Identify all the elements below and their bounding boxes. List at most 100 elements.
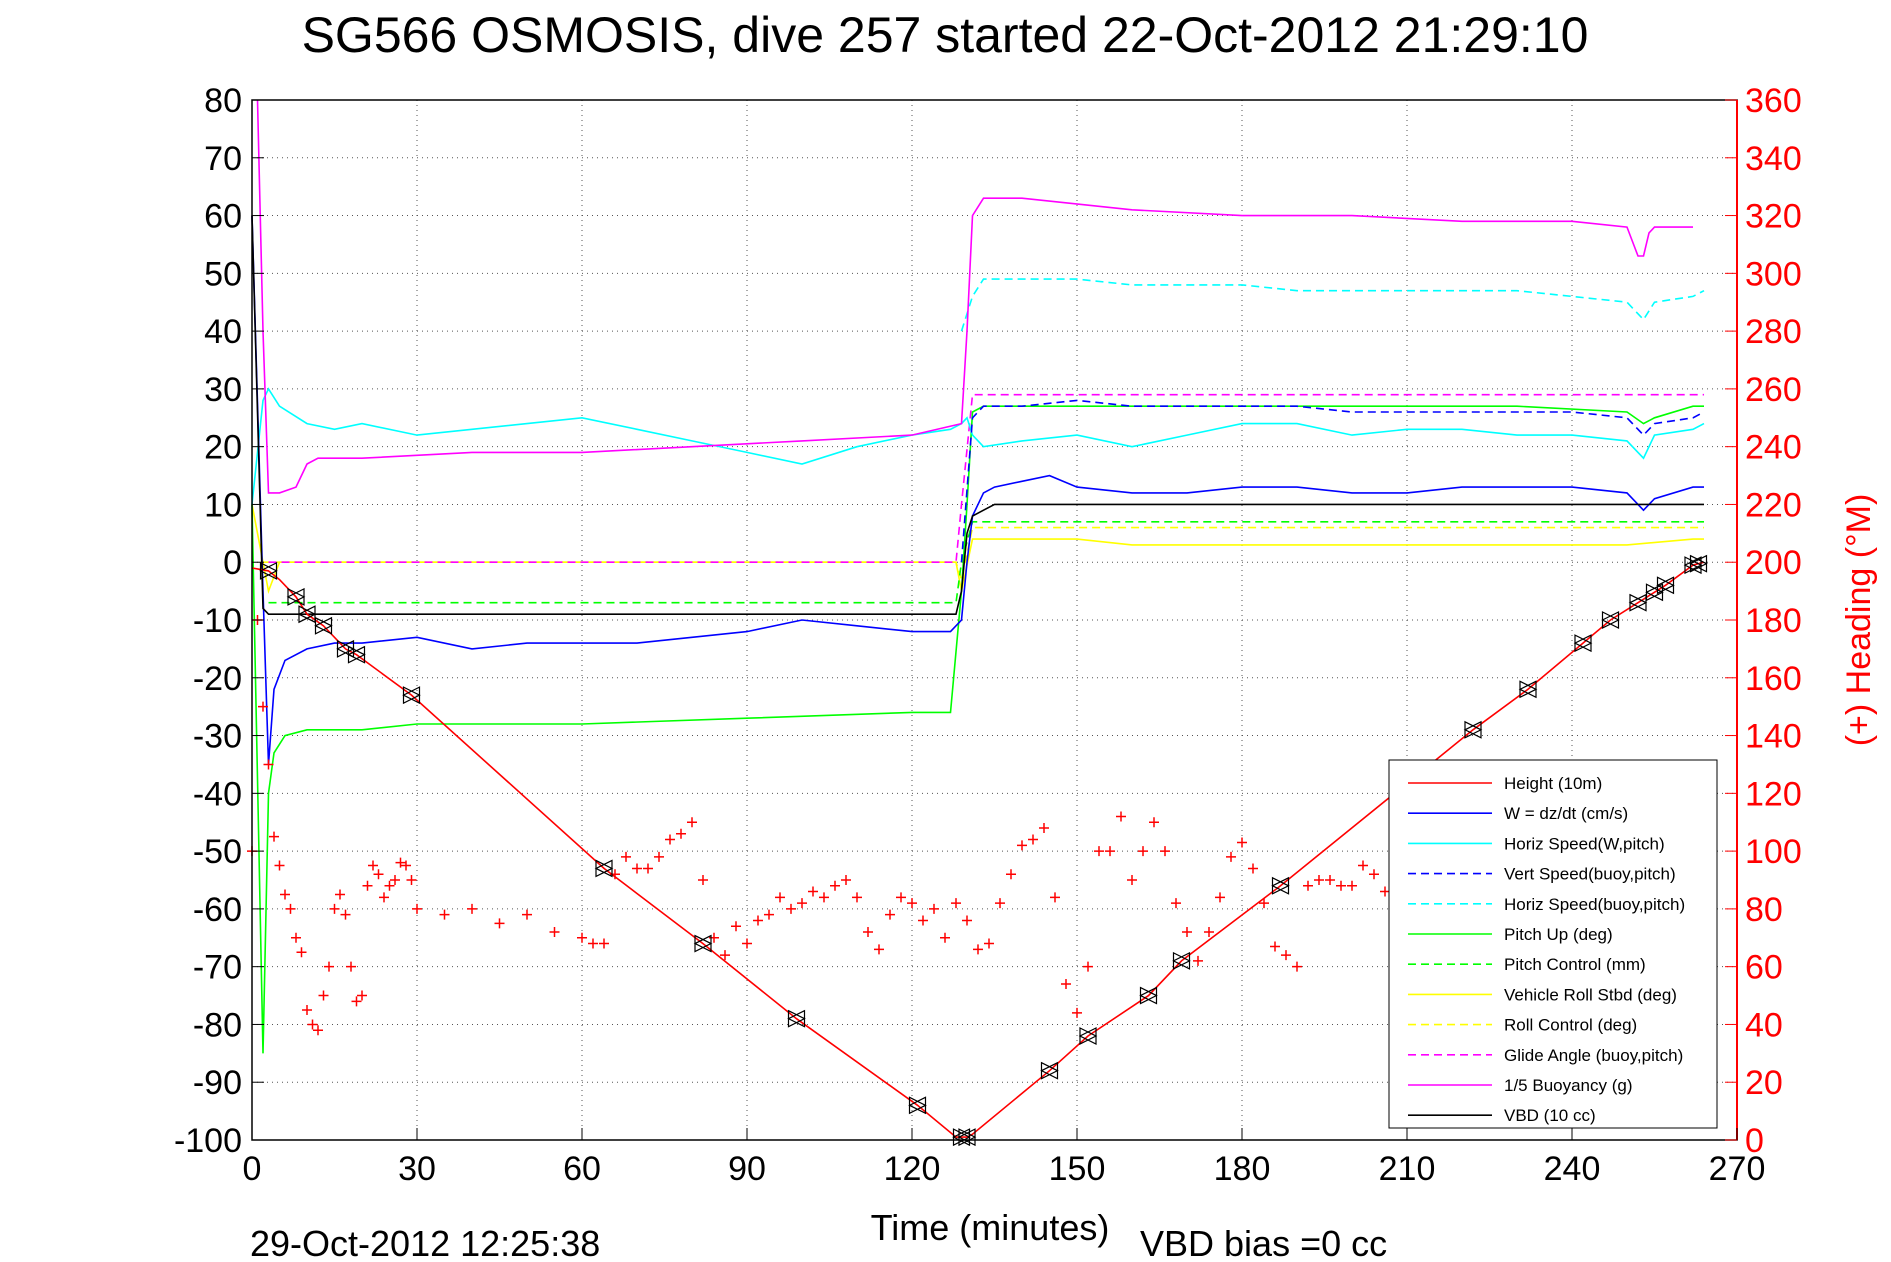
heading-point — [1204, 927, 1214, 937]
left-tick-label: 60 — [204, 198, 242, 236]
heading-point — [549, 927, 560, 937]
left-tick-label: 0 — [223, 544, 242, 582]
x-tick-label: 0 — [243, 1150, 262, 1188]
x-tick-label: 90 — [728, 1150, 766, 1188]
heading-point — [874, 944, 884, 955]
heading-point — [1314, 875, 1324, 885]
heading-point — [918, 915, 928, 926]
height-marker — [908, 1096, 927, 1115]
height-marker — [1689, 554, 1708, 573]
right-tick-label: 220 — [1745, 486, 1802, 524]
left-tick-label: -30 — [193, 718, 242, 756]
heading-point — [280, 889, 290, 900]
height-marker — [1078, 1027, 1098, 1045]
heading-point — [852, 892, 862, 903]
legend: Height (10m) W = dz/dt (cm/s) Horiz Speed(… — [1388, 759, 1718, 1129]
x-tick-label: 150 — [1049, 1150, 1106, 1188]
series-vert-speed-buoy — [960, 399, 1705, 563]
right-tick-label: 260 — [1745, 371, 1802, 409]
series-vbd — [251, 215, 1704, 616]
heading-point — [296, 947, 307, 958]
heading-point — [841, 875, 851, 885]
legend-label: Horiz Speed(W,pitch) — [1504, 834, 1665, 853]
heading-point — [632, 863, 642, 874]
height-marker — [1683, 556, 1703, 575]
heading-point — [1358, 860, 1368, 871]
x-tick-label: 270 — [1709, 1150, 1766, 1188]
heading-point — [863, 927, 873, 937]
height-marker — [314, 616, 333, 635]
left-tick-label: -80 — [193, 1006, 242, 1044]
heading-point — [467, 903, 477, 914]
heading-point — [643, 863, 653, 874]
right-tick-label: 320 — [1745, 198, 1802, 236]
heading-point — [351, 996, 362, 1007]
heading-point — [676, 828, 686, 839]
right-tick-label: 200 — [1745, 544, 1802, 582]
heading-point — [263, 759, 274, 770]
height-marker — [957, 1128, 977, 1147]
right-tick-label: 360 — [1745, 82, 1802, 120]
legend-label: 1/5 Buoyancy (g) — [1504, 1076, 1633, 1095]
heading-point — [1303, 880, 1313, 891]
right-tick-label: 20 — [1745, 1064, 1783, 1102]
heading-point — [1160, 846, 1170, 857]
legend-label: Pitch Up (deg) — [1504, 925, 1613, 944]
height-marker — [1645, 583, 1664, 602]
left-y-axis: 80 70 60 50 40 30 20 10 0 -10 -20 -30 -40 -50 -60 -70 -8… — [174, 82, 264, 1160]
right-tick-label: 80 — [1745, 891, 1783, 929]
heading-point — [1050, 892, 1060, 903]
heading-point — [786, 903, 796, 914]
legend-label: Horiz Speed(buoy,pitch) — [1504, 895, 1685, 914]
heading-point — [439, 909, 450, 920]
legend-label: Height (10m) — [1504, 774, 1602, 793]
heading-point — [951, 898, 961, 909]
heading-point — [258, 701, 268, 712]
heading-point — [269, 831, 279, 842]
heading-point — [1336, 880, 1346, 891]
right-tick-label: 40 — [1745, 1006, 1783, 1044]
heading-point — [324, 961, 334, 972]
series-layer — [247, 99, 1705, 1138]
heading-point — [654, 851, 664, 862]
heading-point — [1347, 880, 1357, 891]
heading-point — [522, 909, 532, 920]
heading-point — [1369, 869, 1379, 880]
height-marker — [286, 587, 306, 606]
heading-point — [494, 918, 505, 929]
right-axis-label: (+) Heading (°M) — [1840, 494, 1878, 747]
height-marker — [1172, 951, 1191, 970]
heading-point — [274, 860, 285, 871]
heading-point — [907, 898, 917, 909]
height-marker — [347, 645, 366, 664]
left-tick-label: -40 — [193, 775, 242, 813]
heading-point — [687, 817, 697, 828]
heading-point — [995, 898, 1005, 909]
heading-point — [1182, 927, 1192, 937]
heading-point — [329, 903, 340, 914]
heading-point — [588, 938, 598, 949]
heading-point — [896, 892, 906, 903]
legend-box — [1388, 759, 1718, 1129]
x-axis: 0 30 60 90 120 150 180 210 240 270 — [243, 1128, 1766, 1188]
right-tick-label: 100 — [1745, 833, 1802, 871]
height-marker — [1518, 680, 1538, 699]
heading-point — [1270, 941, 1280, 952]
height-marker — [952, 1128, 971, 1147]
heading-point — [1127, 875, 1137, 885]
right-y-axis: 3603403203002802602402202001801601401201… — [1725, 82, 1802, 1160]
left-tick-label: 50 — [204, 255, 242, 293]
heading-point — [1171, 898, 1181, 909]
heading-point — [1083, 961, 1093, 972]
left-tick-label: 70 — [204, 140, 242, 178]
series-glide-angle — [268, 393, 1704, 564]
heading-point — [1215, 892, 1225, 903]
x-tick-label: 210 — [1379, 1150, 1436, 1188]
heading-point — [819, 892, 829, 903]
heading-point — [973, 944, 983, 955]
left-tick-label: -90 — [193, 1064, 242, 1102]
height-marker — [1601, 611, 1620, 629]
heading-point — [940, 932, 950, 943]
series-horiz-speed — [251, 387, 1705, 505]
